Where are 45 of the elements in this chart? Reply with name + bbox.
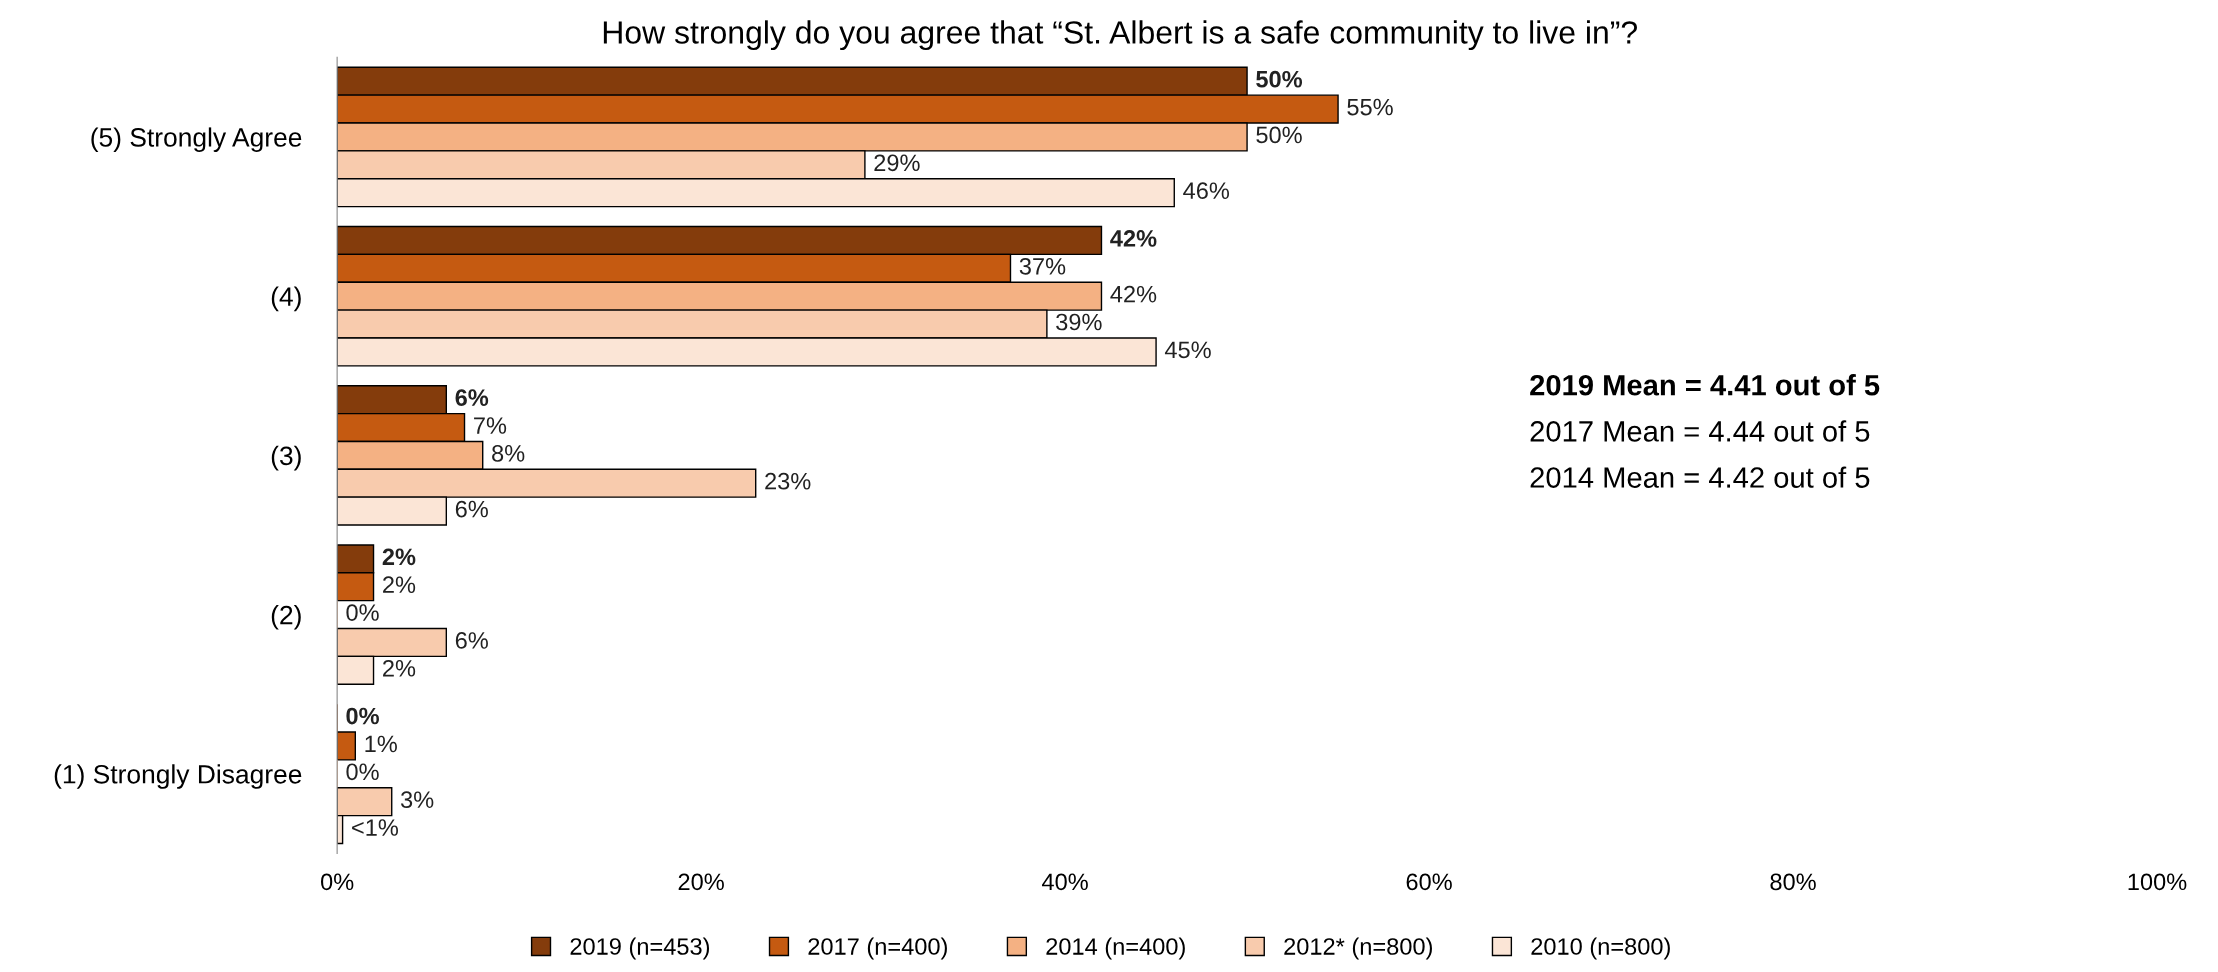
data-label: 6% xyxy=(455,389,489,406)
legend-label: 2010 (n=800) xyxy=(1531,937,1670,960)
y-tick-label: (3) xyxy=(271,445,301,471)
data-label: 2% xyxy=(383,576,416,593)
data-label: 42% xyxy=(1110,285,1157,303)
x-tick-label: 60% xyxy=(1406,873,1452,891)
data-label: 55% xyxy=(1347,98,1393,116)
x-tick-label: 80% xyxy=(1770,873,1816,891)
data-label: 45% xyxy=(1164,341,1211,359)
data-label: 2% xyxy=(382,548,416,566)
data-label: 1% xyxy=(365,735,397,753)
legend-label: 2019 (n=453) xyxy=(570,937,710,960)
data-label: 6% xyxy=(455,500,488,518)
data-label: 37% xyxy=(1019,257,1066,275)
data-label: 39% xyxy=(1056,313,1102,331)
data-label: 46% xyxy=(1183,182,1230,200)
data-label: 2% xyxy=(383,659,416,677)
data-label: 6% xyxy=(455,632,488,649)
x-tick-label: 0% xyxy=(321,873,354,891)
data-label: 23% xyxy=(765,472,811,490)
legend-label: 2014 (n=400) xyxy=(1046,937,1185,960)
x-tick-label: 20% xyxy=(678,873,724,891)
y-tick-label: (2) xyxy=(271,605,301,630)
chart-title: How strongly do you agree that “St. Albert is a safe community to live in”? xyxy=(603,20,1637,51)
legend-label: 2012* (n=800) xyxy=(1284,937,1432,960)
data-label: 7% xyxy=(474,417,507,434)
annotation: 2014 Mean = 4.42 out of 5 xyxy=(1530,466,1870,488)
data-label: 0% xyxy=(346,604,379,621)
y-tick-label: (4) xyxy=(271,286,301,312)
data-label: 50% xyxy=(1256,126,1302,144)
data-label: <1% xyxy=(352,819,398,836)
data-label: 29% xyxy=(874,154,920,172)
data-label: 0% xyxy=(346,707,379,725)
x-tick-label: 100% xyxy=(2128,873,2187,891)
data-label: 50% xyxy=(1256,70,1303,88)
data-label: 0% xyxy=(346,763,379,781)
data-label: 8% xyxy=(492,445,525,462)
data-label: 42% xyxy=(1110,230,1157,247)
annotation: 2017 Mean = 4.44 out of 5 xyxy=(1530,420,1870,442)
data-label: 3% xyxy=(400,791,434,809)
y-tick-label: (5) Strongly Agree xyxy=(91,127,302,152)
legend-label: 2017 (n=400) xyxy=(808,937,947,960)
annotation: 2019 Mean = 4.41 out of 5 xyxy=(1530,374,1880,396)
x-tick-label: 40% xyxy=(1042,873,1088,891)
y-tick-label: (1) Strongly Disagree xyxy=(54,764,302,789)
